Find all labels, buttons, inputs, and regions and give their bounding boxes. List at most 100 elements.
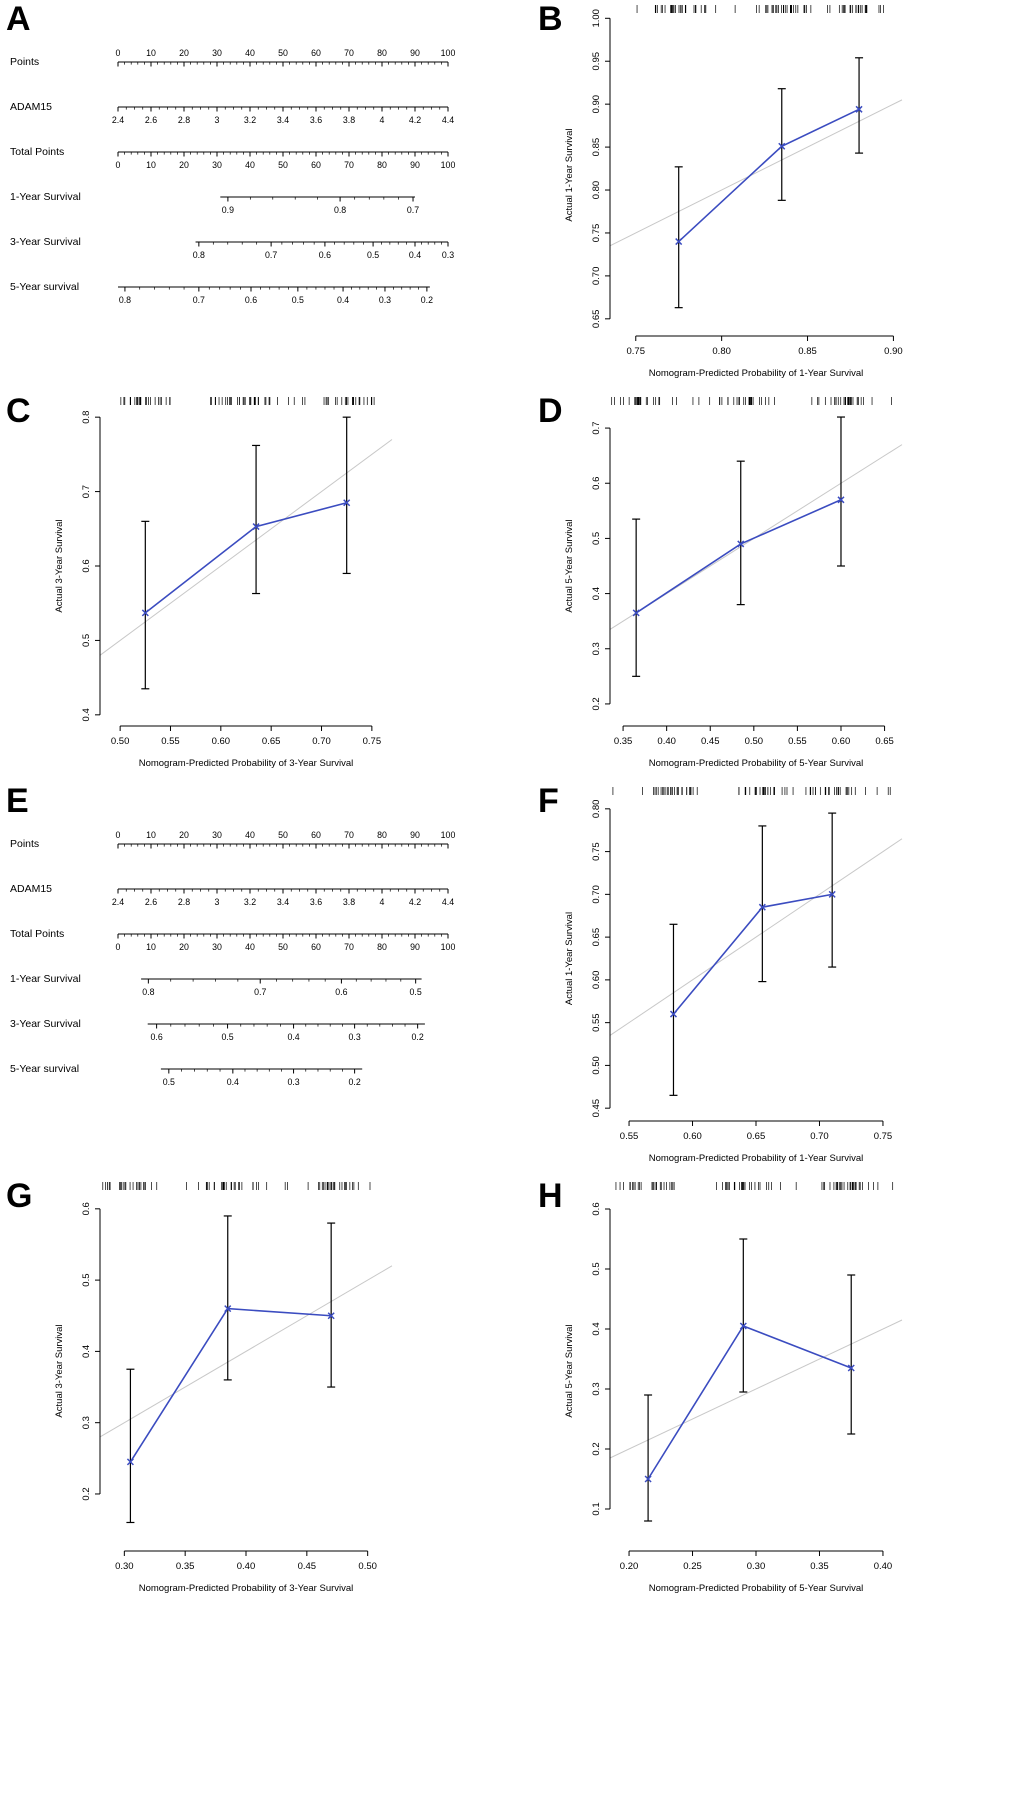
svg-text:Points: Points: [10, 838, 39, 850]
svg-text:90: 90: [410, 830, 420, 840]
svg-text:50: 50: [278, 942, 288, 952]
svg-text:0.2: 0.2: [348, 1077, 360, 1087]
svg-text:Actual 3-Year Survival: Actual 3-Year Survival: [54, 1324, 65, 1417]
svg-text:0.4: 0.4: [409, 250, 421, 260]
panel-a-label: A: [6, 0, 31, 38]
svg-text:20: 20: [179, 830, 189, 840]
svg-text:70: 70: [344, 942, 354, 952]
svg-text:0.90: 0.90: [884, 346, 903, 357]
svg-text:0.80: 0.80: [712, 346, 731, 357]
svg-text:0.40: 0.40: [657, 736, 676, 747]
svg-text:0.4: 0.4: [81, 708, 92, 721]
panel-c: C 0.50 0.55 0.60 0.65 0.70 0.75 0.4 0.5 0.6 0.7 0.…: [0, 392, 510, 782]
svg-text:10: 10: [146, 942, 156, 952]
svg-text:0.9: 0.9: [222, 205, 234, 215]
svg-text:3-Year Survival: 3-Year Survival: [10, 1018, 81, 1030]
svg-text:0.45: 0.45: [701, 736, 720, 747]
svg-text:0.65: 0.65: [591, 310, 602, 329]
svg-text:0.35: 0.35: [176, 1561, 195, 1572]
svg-text:Actual 1-Year Survival: Actual 1-Year Survival: [564, 128, 575, 221]
svg-text:0.60: 0.60: [683, 1131, 702, 1142]
svg-text:4.2: 4.2: [409, 897, 421, 907]
svg-text:2.8: 2.8: [178, 115, 190, 125]
svg-text:90: 90: [410, 942, 420, 952]
svg-text:80: 80: [377, 830, 387, 840]
svg-text:30: 30: [212, 160, 222, 170]
svg-text:0.7: 0.7: [193, 295, 205, 305]
svg-text:0.85: 0.85: [798, 346, 817, 357]
svg-text:0.35: 0.35: [810, 1561, 829, 1572]
calibration-chart-h: 0.20 0.25 0.30 0.35 0.40 0.1 0.2 0.3 0.4 0.5 0.6 No…: [564, 1182, 903, 1594]
svg-text:100: 100: [441, 48, 456, 58]
svg-text:0.4: 0.4: [81, 1345, 92, 1358]
panel-e-label: E: [6, 782, 29, 820]
svg-text:100: 100: [441, 942, 456, 952]
svg-text:0.1: 0.1: [591, 1502, 602, 1515]
svg-text:0.7: 0.7: [81, 485, 92, 498]
svg-text:Nomogram-Predicted Probability: Nomogram-Predicted Probability of 5-Year…: [649, 758, 864, 769]
svg-text:70: 70: [344, 160, 354, 170]
svg-text:0.6: 0.6: [245, 295, 257, 305]
svg-text:0.60: 0.60: [591, 971, 602, 990]
svg-text:1.00: 1.00: [591, 9, 602, 28]
svg-text:Total Points: Total Points: [10, 928, 64, 940]
svg-text:0.8: 0.8: [81, 411, 92, 424]
svg-text:0.3: 0.3: [379, 295, 391, 305]
svg-text:0.85: 0.85: [591, 138, 602, 157]
svg-text:0.65: 0.65: [262, 736, 281, 747]
svg-text:1-Year Survival: 1-Year Survival: [10, 973, 81, 985]
svg-text:ADAM15: ADAM15: [10, 883, 52, 895]
svg-text:3: 3: [215, 897, 220, 907]
svg-text:0.8: 0.8: [142, 987, 154, 997]
svg-text:0.80: 0.80: [591, 181, 602, 200]
svg-text:0.7: 0.7: [254, 987, 266, 997]
svg-text:0.3: 0.3: [287, 1077, 299, 1087]
svg-text:10: 10: [146, 48, 156, 58]
svg-text:Actual 5-Year Survival: Actual 5-Year Survival: [564, 519, 575, 612]
svg-text:0.50: 0.50: [745, 736, 764, 747]
svg-text:3.2: 3.2: [244, 897, 256, 907]
svg-text:0.5: 0.5: [410, 987, 422, 997]
svg-text:0.7: 0.7: [265, 250, 277, 260]
svg-text:3.4: 3.4: [277, 115, 289, 125]
svg-text:0.2: 0.2: [81, 1487, 92, 1500]
svg-text:0.6: 0.6: [81, 559, 92, 572]
svg-text:0.35: 0.35: [614, 736, 633, 747]
svg-text:2.4: 2.4: [112, 897, 124, 907]
svg-text:0.2: 0.2: [591, 697, 602, 710]
svg-text:80: 80: [377, 942, 387, 952]
svg-text:0.60: 0.60: [212, 736, 231, 747]
svg-text:Total Points: Total Points: [10, 146, 64, 158]
svg-text:0.3: 0.3: [348, 1032, 360, 1042]
svg-text:3.2: 3.2: [244, 115, 256, 125]
svg-text:0.3: 0.3: [81, 1416, 92, 1429]
svg-text:60: 60: [311, 830, 321, 840]
panel-c-label: C: [6, 392, 31, 430]
svg-text:80: 80: [377, 160, 387, 170]
svg-text:30: 30: [212, 48, 222, 58]
svg-text:4.2: 4.2: [409, 115, 421, 125]
svg-text:0.55: 0.55: [620, 1131, 639, 1142]
panel-h-label: H: [538, 1177, 563, 1215]
svg-text:40: 40: [245, 942, 255, 952]
svg-text:0.8: 0.8: [119, 295, 131, 305]
svg-text:Actual 5-Year Survival: Actual 5-Year Survival: [564, 1324, 575, 1417]
svg-text:Nomogram-Predicted Probability: Nomogram-Predicted Probability of 3-Year…: [139, 758, 354, 769]
svg-text:3.8: 3.8: [343, 115, 355, 125]
svg-text:10: 10: [146, 160, 156, 170]
svg-text:20: 20: [179, 942, 189, 952]
svg-text:0.4: 0.4: [591, 587, 602, 600]
svg-text:0.50: 0.50: [111, 736, 130, 747]
svg-text:0.6: 0.6: [591, 1202, 602, 1215]
svg-text:0.40: 0.40: [874, 1561, 893, 1572]
svg-text:0.2: 0.2: [412, 1032, 424, 1042]
svg-text:3: 3: [215, 115, 220, 125]
svg-text:60: 60: [311, 942, 321, 952]
svg-text:0.60: 0.60: [832, 736, 851, 747]
svg-text:3-Year Survival: 3-Year Survival: [10, 236, 81, 248]
panel-b-label: B: [538, 0, 563, 38]
svg-text:0.55: 0.55: [161, 736, 180, 747]
